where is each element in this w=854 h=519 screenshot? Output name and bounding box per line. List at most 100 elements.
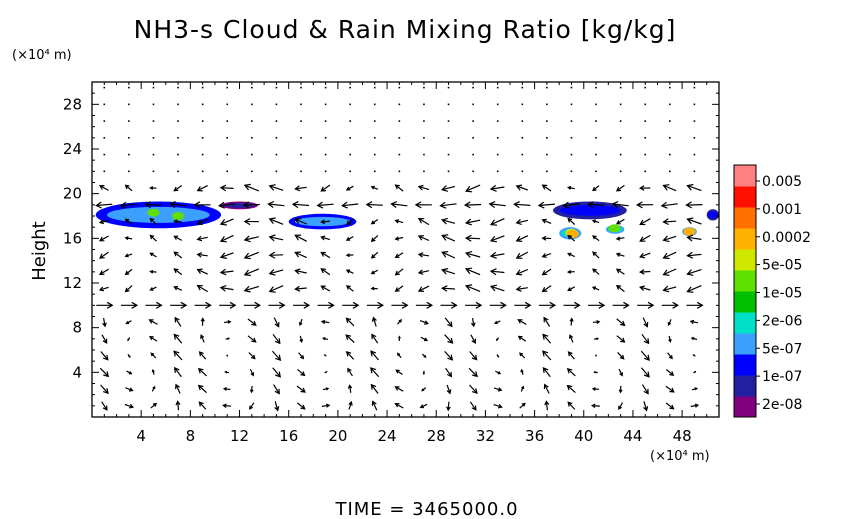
colorbar-swatch bbox=[734, 207, 756, 229]
wind-vector bbox=[521, 120, 524, 122]
wind-vector bbox=[96, 301, 114, 309]
wind-vector bbox=[398, 86, 401, 89]
wind-vector bbox=[291, 201, 310, 209]
wind-vector bbox=[324, 137, 327, 139]
wind-vector bbox=[370, 367, 380, 378]
wind-vector bbox=[173, 251, 183, 259]
wind-vector bbox=[127, 337, 131, 342]
wind-vector bbox=[537, 201, 555, 209]
x-tick-labels: 4 8 12 16 20 24 28 32 36 40 44 48 bbox=[136, 427, 691, 445]
wind-vector bbox=[396, 352, 402, 359]
wind-vector bbox=[149, 217, 157, 225]
wind-vector bbox=[151, 368, 155, 375]
wind-vector bbox=[128, 153, 130, 156]
wind-vector bbox=[615, 184, 625, 192]
wind-vector bbox=[321, 403, 331, 408]
wind-vector bbox=[219, 252, 234, 259]
wind-vector bbox=[542, 366, 551, 378]
wind-vector bbox=[421, 387, 427, 392]
wind-vector bbox=[151, 385, 156, 392]
wind-vector bbox=[100, 384, 109, 395]
wind-vector bbox=[345, 185, 354, 191]
wind-vector bbox=[423, 170, 425, 173]
wind-vector bbox=[127, 353, 131, 359]
wind-vector bbox=[148, 319, 158, 325]
wind-vector bbox=[618, 385, 623, 394]
wind-vector bbox=[441, 251, 456, 259]
wind-vector bbox=[423, 86, 425, 89]
wind-vector bbox=[373, 120, 376, 122]
wind-vector bbox=[95, 201, 113, 209]
wind-vector bbox=[125, 320, 132, 325]
wind-vector bbox=[472, 86, 474, 89]
wind-vector bbox=[219, 218, 234, 226]
wind-vector bbox=[177, 86, 179, 89]
wind-vector bbox=[320, 219, 330, 225]
wind-vector bbox=[341, 201, 359, 209]
wind-vector bbox=[515, 251, 529, 259]
wind-vector bbox=[275, 86, 278, 89]
wind-vector bbox=[635, 201, 654, 209]
wind-vector bbox=[619, 170, 622, 173]
wind-vector bbox=[300, 103, 302, 106]
wind-vector bbox=[447, 137, 450, 139]
wind-vector bbox=[201, 170, 204, 173]
wind-vector bbox=[373, 153, 376, 156]
wind-vector bbox=[541, 285, 552, 293]
x-tick-label: 40 bbox=[574, 427, 593, 445]
wind-vector bbox=[546, 86, 548, 89]
wind-vector bbox=[422, 370, 426, 376]
wind-vector bbox=[692, 354, 696, 357]
wind-vector bbox=[689, 319, 699, 325]
wind-vector bbox=[616, 318, 626, 327]
wind-vector bbox=[173, 333, 183, 344]
wind-vector bbox=[370, 269, 379, 275]
wind-vector bbox=[152, 137, 155, 139]
wind-vector bbox=[251, 103, 253, 106]
wind-vector bbox=[324, 371, 328, 374]
wind-vector bbox=[173, 350, 183, 361]
wind-vector bbox=[519, 352, 526, 359]
y-tick-label: 28 bbox=[63, 95, 82, 113]
wind-vector bbox=[447, 86, 450, 89]
colorbar bbox=[733, 164, 757, 418]
wind-vector bbox=[495, 337, 500, 342]
wind-vector bbox=[345, 269, 354, 274]
wind-vector bbox=[472, 120, 474, 122]
wind-vector bbox=[145, 301, 163, 309]
wind-vector bbox=[397, 335, 401, 342]
wind-vector bbox=[394, 184, 404, 192]
wind-vector bbox=[669, 153, 671, 156]
wind-vector bbox=[124, 403, 135, 409]
wind-vector bbox=[294, 285, 307, 292]
wind-vector bbox=[196, 284, 209, 293]
wind-vector bbox=[691, 387, 699, 391]
colorbar-swatch bbox=[734, 375, 756, 397]
wind-vector bbox=[394, 285, 404, 292]
wind-vector bbox=[496, 103, 499, 106]
wind-vector bbox=[419, 320, 429, 325]
wind-vector bbox=[496, 153, 499, 156]
wind-vector bbox=[446, 401, 451, 412]
wind-vector bbox=[616, 335, 626, 343]
wind-vector bbox=[543, 383, 550, 394]
wind-vector bbox=[662, 268, 677, 276]
wind-vector bbox=[201, 153, 204, 156]
colorbar-swatch bbox=[734, 312, 756, 334]
wind-vector bbox=[201, 120, 204, 122]
wind-vector bbox=[470, 334, 476, 344]
wind-vector bbox=[251, 120, 253, 122]
wind-vector bbox=[298, 318, 303, 327]
wind-vector bbox=[472, 170, 474, 173]
wind-vector bbox=[595, 153, 597, 156]
wind-vector bbox=[441, 217, 456, 225]
wind-vector bbox=[274, 401, 280, 412]
x-tick-label: 36 bbox=[525, 427, 544, 445]
wind-vector bbox=[520, 385, 525, 392]
wind-vector bbox=[661, 301, 680, 309]
wind-vector bbox=[567, 185, 575, 190]
wind-vector bbox=[464, 184, 481, 193]
wind-vector bbox=[441, 234, 456, 242]
wind-vector bbox=[152, 120, 155, 122]
